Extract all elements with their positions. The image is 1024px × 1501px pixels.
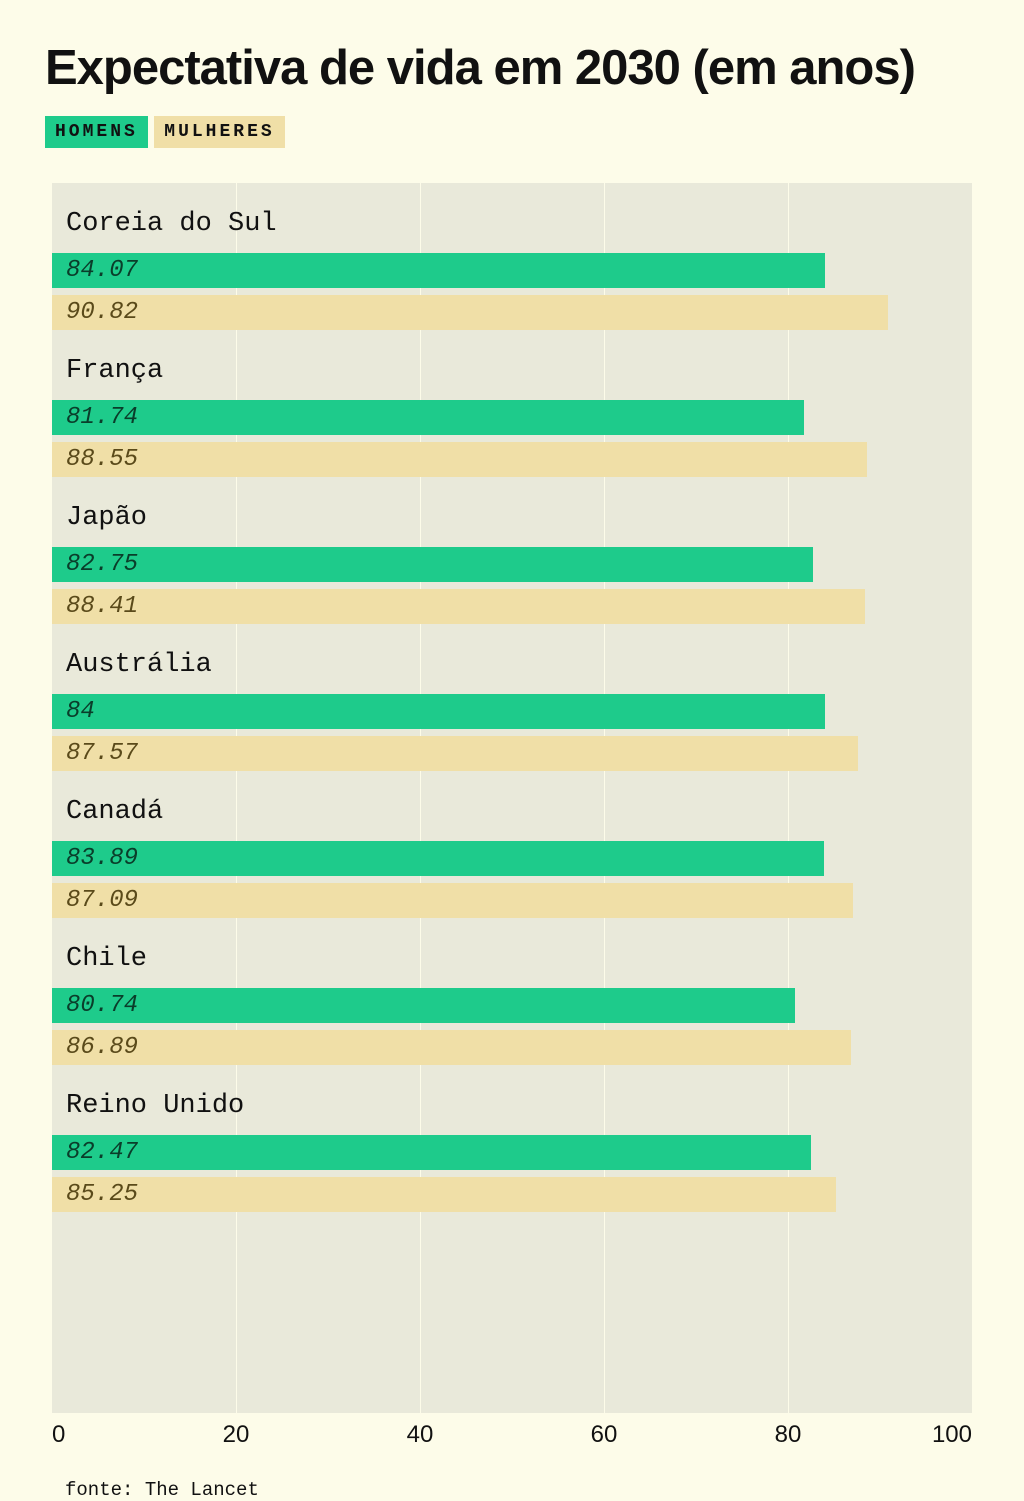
bar-homens: 81.74 bbox=[52, 400, 804, 435]
x-tick: 100 bbox=[932, 1421, 972, 1449]
plot-area: Coreia do Sul 84.07 90.82 França 81.74 88.55 J… bbox=[52, 183, 972, 1413]
x-tick: 20 bbox=[223, 1421, 250, 1449]
bar-value: 82.75 bbox=[66, 551, 138, 578]
bar-homens: 83.89 bbox=[52, 841, 824, 876]
source-line: fonte: The Lancet bbox=[65, 1479, 979, 1501]
bar-mulheres: 87.09 bbox=[52, 883, 853, 918]
country-name: Canadá bbox=[52, 783, 972, 841]
bar-mulheres: 90.82 bbox=[52, 295, 888, 330]
bar-value: 87.09 bbox=[66, 887, 138, 914]
chart: Coreia do Sul 84.07 90.82 França 81.74 88.55 J… bbox=[52, 183, 972, 1461]
country-name: Japão bbox=[52, 489, 972, 547]
gridline bbox=[972, 183, 973, 1413]
x-axis: 0 20 40 60 80 100 bbox=[52, 1421, 972, 1461]
bar-homens: 80.74 bbox=[52, 988, 795, 1023]
bar-value: 83.89 bbox=[66, 845, 138, 872]
bar-homens: 84 bbox=[52, 694, 825, 729]
legend: HOMENS MULHERES bbox=[45, 116, 979, 148]
legend-item-mulheres: MULHERES bbox=[154, 116, 284, 148]
country-group: Coreia do Sul 84.07 90.82 bbox=[52, 195, 972, 330]
bar-mulheres: 85.25 bbox=[52, 1177, 836, 1212]
country-group: Austrália 84 87.57 bbox=[52, 636, 972, 771]
x-tick: 60 bbox=[591, 1421, 618, 1449]
bar-mulheres: 88.55 bbox=[52, 442, 867, 477]
country-group: Canadá 83.89 87.09 bbox=[52, 783, 972, 918]
country-group: Reino Unido 82.47 85.25 bbox=[52, 1077, 972, 1212]
bar-mulheres: 88.41 bbox=[52, 589, 865, 624]
bar-homens: 82.47 bbox=[52, 1135, 811, 1170]
bar-value: 90.82 bbox=[66, 299, 138, 326]
country-group: França 81.74 88.55 bbox=[52, 342, 972, 477]
country-name: Chile bbox=[52, 930, 972, 988]
bar-value: 81.74 bbox=[66, 404, 138, 431]
x-tick: 80 bbox=[775, 1421, 802, 1449]
country-name: França bbox=[52, 342, 972, 400]
bar-value: 86.89 bbox=[66, 1034, 138, 1061]
bar-mulheres: 86.89 bbox=[52, 1030, 851, 1065]
bar-value: 88.55 bbox=[66, 446, 138, 473]
source-value: The Lancet bbox=[145, 1479, 259, 1501]
bar-value: 88.41 bbox=[66, 593, 138, 620]
source-prefix: fonte: bbox=[65, 1479, 145, 1501]
bar-value: 80.74 bbox=[66, 992, 138, 1019]
country-name: Coreia do Sul bbox=[52, 195, 972, 253]
bar-value: 87.57 bbox=[66, 740, 138, 767]
country-name: Austrália bbox=[52, 636, 972, 694]
bar-value: 84.07 bbox=[66, 257, 138, 284]
chart-title: Expectativa de vida em 2030 (em anos) bbox=[45, 40, 979, 96]
bar-value: 84 bbox=[66, 698, 95, 725]
bar-value: 85.25 bbox=[66, 1181, 138, 1208]
country-group: Japão 82.75 88.41 bbox=[52, 489, 972, 624]
legend-item-homens: HOMENS bbox=[45, 116, 148, 148]
country-group: Chile 80.74 86.89 bbox=[52, 930, 972, 1065]
bar-homens: 82.75 bbox=[52, 547, 813, 582]
x-tick: 40 bbox=[407, 1421, 434, 1449]
country-name: Reino Unido bbox=[52, 1077, 972, 1135]
x-tick: 0 bbox=[52, 1421, 65, 1449]
bar-value: 82.47 bbox=[66, 1139, 138, 1166]
bar-mulheres: 87.57 bbox=[52, 736, 858, 771]
bar-homens: 84.07 bbox=[52, 253, 825, 288]
